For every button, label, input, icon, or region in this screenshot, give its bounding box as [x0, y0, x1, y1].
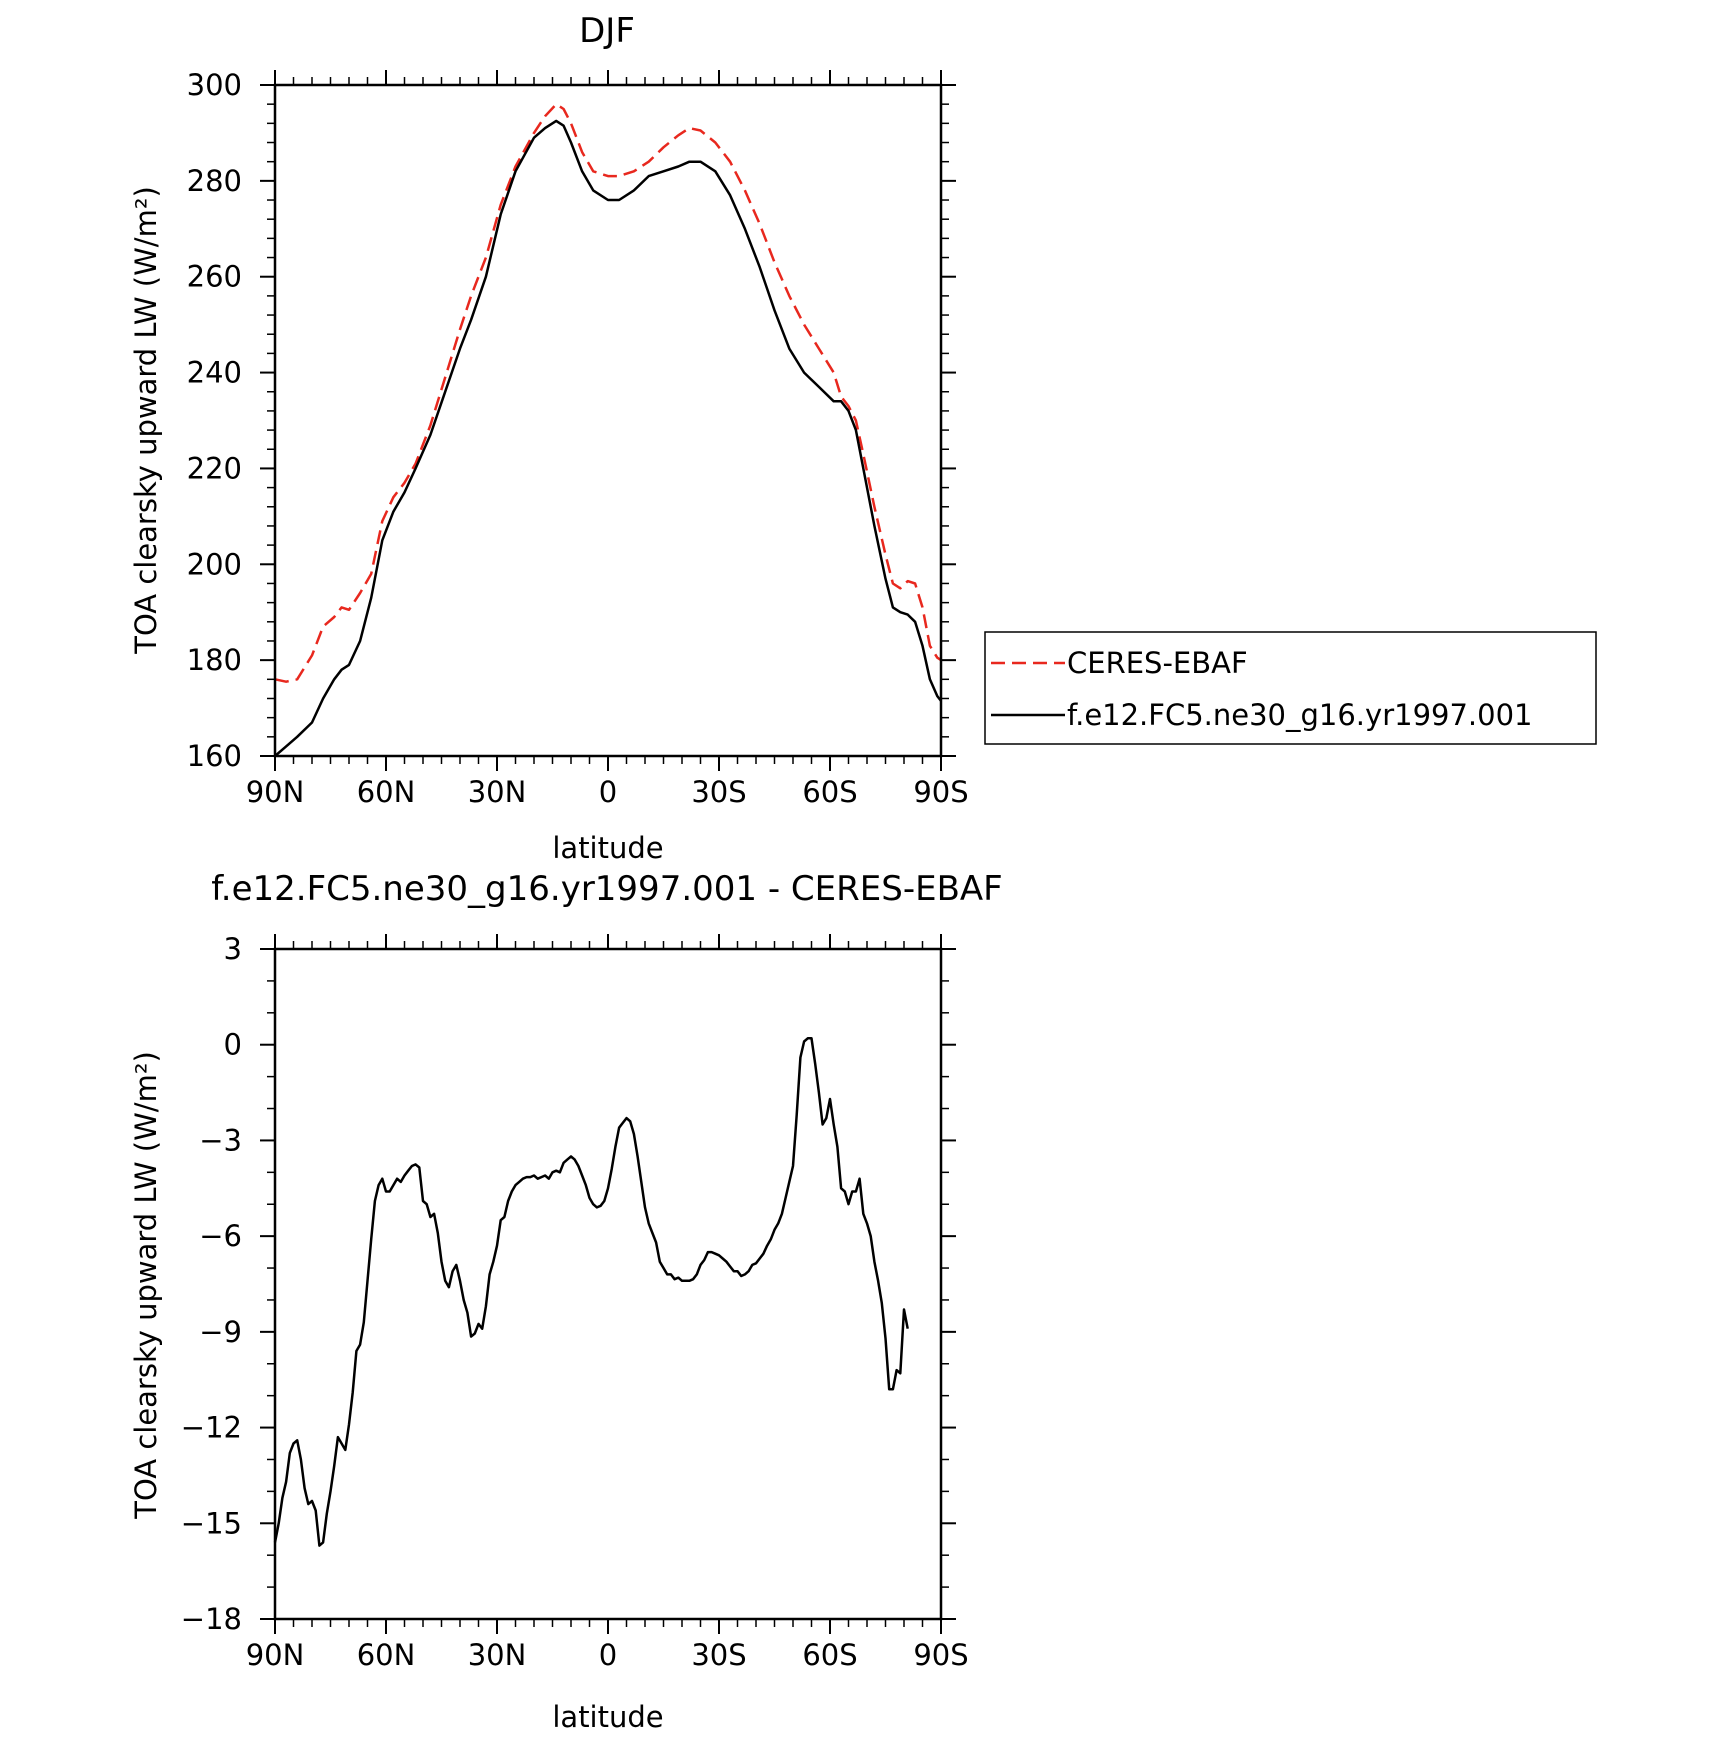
x-tick-label: 90N — [246, 1638, 305, 1672]
bottom-chart-title: f.e12.FC5.ne30_g16.yr1997.001 - CERES-EB… — [211, 869, 1002, 909]
series-line-1 — [274, 119, 942, 757]
y-tick-label: 220 — [187, 451, 242, 485]
bottom-y-axis-label: TOA clearsky upward LW (W/m²) — [129, 1051, 163, 1520]
legend-box — [984, 631, 1597, 745]
x-tick-label: 60S — [802, 1638, 857, 1672]
top-x-axis-label: latitude — [552, 831, 663, 865]
x-tick-label: 90S — [913, 775, 968, 809]
legend: CERES-EBAF f.e12.FC5.ne30_g16.yr1997.001 — [984, 631, 1597, 745]
y-tick-label: 260 — [187, 260, 242, 294]
x-tick-label: 0 — [599, 1638, 617, 1672]
top-chart-series — [274, 102, 942, 757]
y-tick-label: 0 — [224, 1028, 242, 1062]
bottom-y-tick-labels: −18 −15 −12 −9 −6 −3 0 3 — [181, 932, 242, 1636]
bottom-y-ticks — [260, 948, 956, 1620]
x-tick-label: 90N — [246, 775, 305, 809]
y-tick-label: 160 — [187, 739, 242, 773]
legend-label-model: f.e12.FC5.ne30_g16.yr1997.001 — [1067, 698, 1533, 732]
x-tick-label: 0 — [599, 775, 617, 809]
top-y-axis-label: TOA clearsky upward LW (W/m²) — [129, 186, 163, 655]
x-tick-label: 90S — [913, 1638, 968, 1672]
y-tick-label: 200 — [187, 547, 242, 581]
top-chart: DJF 160 180 200 220 240 260 280 300 90N 60N 30N 0 3… — [129, 11, 1597, 865]
bottom-x-ticks — [274, 934, 942, 1634]
y-tick-label: −18 — [181, 1602, 242, 1636]
series-line-0 — [273, 1037, 909, 1547]
y-tick-label: −12 — [181, 1411, 242, 1445]
x-tick-label: 60N — [357, 1638, 416, 1672]
y-tick-label: 180 — [187, 643, 242, 677]
y-tick-label: −6 — [199, 1219, 242, 1253]
y-tick-label: 240 — [187, 356, 242, 390]
bottom-x-tick-labels: 90N 60N 30N 0 30S 60S 90S — [246, 1638, 969, 1672]
y-tick-label: −15 — [181, 1506, 242, 1540]
y-tick-label: 3 — [224, 932, 242, 966]
series-line-0 — [274, 102, 942, 683]
bottom-plot-frame — [273, 947, 943, 1621]
x-tick-label: 30N — [468, 1638, 527, 1672]
x-tick-label: 60S — [802, 775, 857, 809]
x-tick-label: 60N — [357, 775, 416, 809]
bottom-chart: f.e12.FC5.ne30_g16.yr1997.001 - CERES-EB… — [129, 869, 1003, 1734]
top-x-ticks — [274, 70, 942, 771]
y-tick-label: −9 — [199, 1315, 242, 1349]
bottom-x-axis-label: latitude — [552, 1700, 663, 1734]
legend-label-ceres: CERES-EBAF — [1067, 646, 1248, 680]
top-y-ticks — [260, 84, 956, 757]
top-y-tick-labels: 160 180 200 220 240 260 280 300 — [187, 68, 242, 773]
bottom-chart-series — [273, 1037, 909, 1547]
y-tick-label: −3 — [199, 1123, 242, 1157]
top-chart-title: DJF — [579, 11, 635, 51]
x-tick-label: 30S — [691, 1638, 746, 1672]
y-tick-label: 280 — [187, 164, 242, 198]
top-plot-frame — [273, 83, 943, 758]
y-tick-label: 300 — [187, 68, 242, 102]
x-tick-label: 30N — [468, 775, 527, 809]
x-tick-label: 30S — [691, 775, 746, 809]
top-x-tick-labels: 90N 60N 30N 0 30S 60S 90S — [246, 775, 969, 809]
